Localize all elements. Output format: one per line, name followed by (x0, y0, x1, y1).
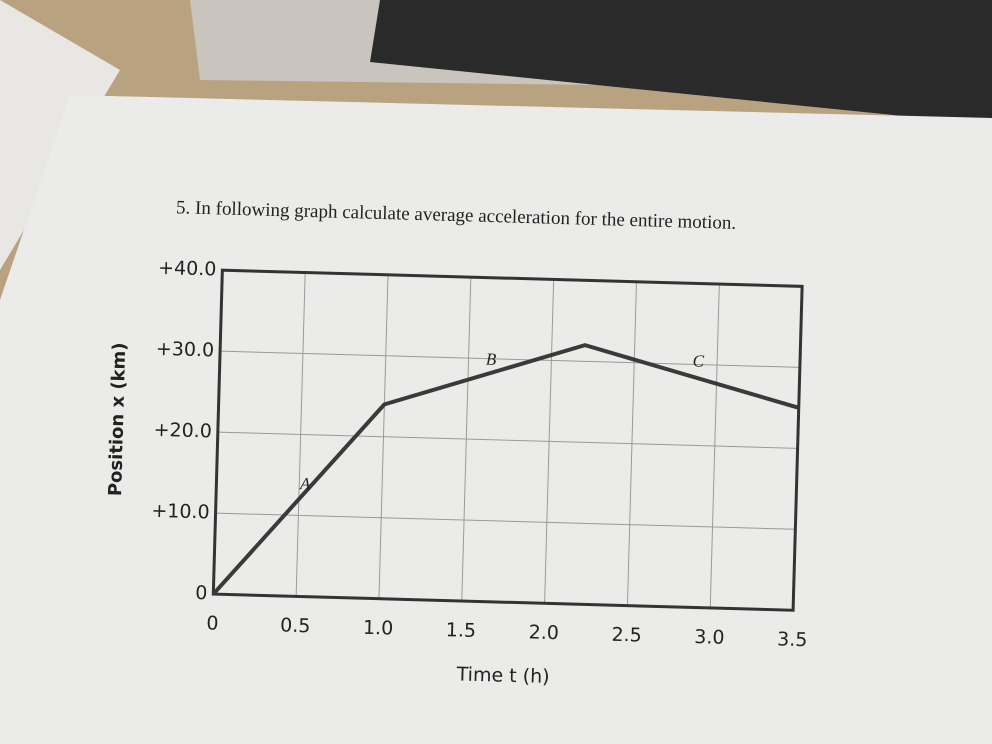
y-axis-title: Position x (km) (105, 342, 130, 496)
y-tick-label: +20.0 (153, 419, 212, 443)
x-tick-label: 3.0 (694, 626, 725, 649)
x-axis-title: Time t (h) (455, 663, 549, 688)
y-tick-label: +10.0 (151, 500, 210, 524)
plot-frame (211, 268, 804, 612)
grid-line (215, 512, 796, 530)
x-tick-label: 1.0 (363, 617, 394, 640)
grid-line (217, 431, 798, 449)
position-line (211, 343, 800, 596)
grid-line (295, 272, 306, 597)
grid-line (709, 284, 720, 608)
grid-line (461, 277, 472, 602)
grid-line (544, 279, 555, 604)
grid-line (220, 350, 800, 368)
x-tick-label: 0.5 (280, 614, 311, 637)
paper (0, 95, 992, 744)
x-tick-label: 2.0 (528, 621, 559, 644)
segment-label: C (692, 351, 705, 370)
x-tick-label: 1.5 (446, 619, 477, 642)
y-tick-label: 0 (195, 582, 208, 604)
y-tick-label: +30.0 (156, 338, 215, 362)
segment-label: A (299, 474, 312, 493)
y-tick-label: +40.0 (158, 257, 217, 281)
dark-object (370, 0, 992, 125)
segment-label: B (486, 350, 498, 369)
grid-line (378, 274, 389, 599)
x-tick-label: 0 (206, 612, 219, 634)
grid-line (626, 281, 637, 606)
x-tick-label: 2.5 (611, 624, 642, 647)
x-tick-label: 3.5 (777, 628, 808, 651)
